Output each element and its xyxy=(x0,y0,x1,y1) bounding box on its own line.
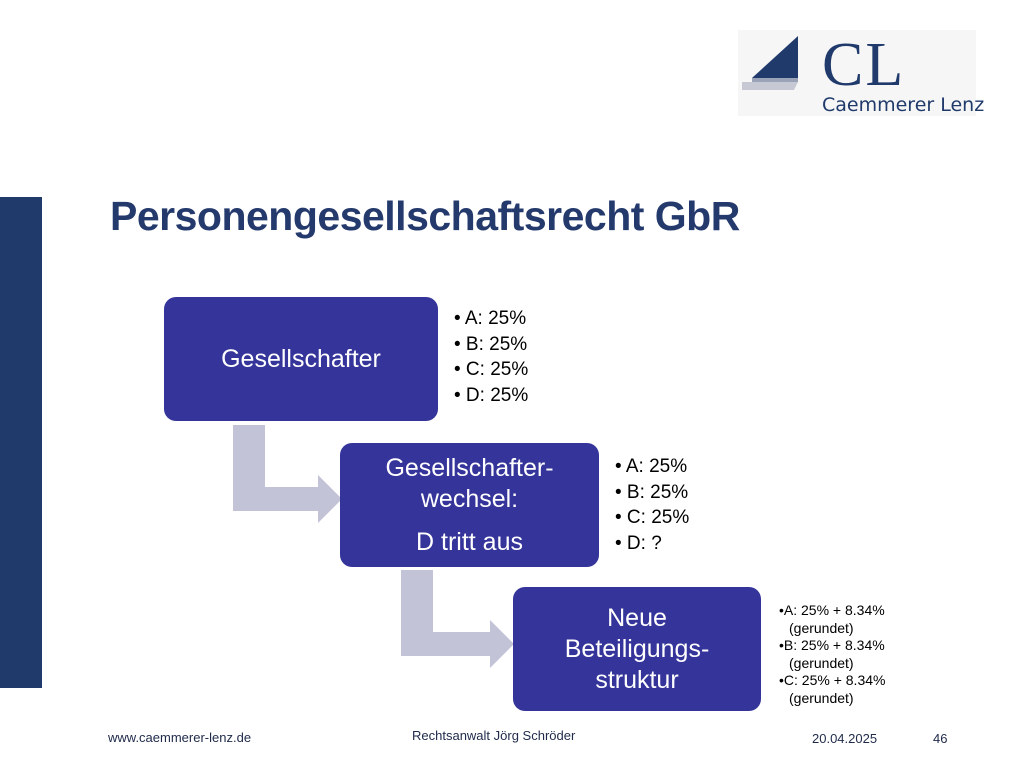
list-item-main: •C: 25% + 8.34% xyxy=(779,672,886,689)
box-gesellschafter: Gesellschafter xyxy=(164,297,438,421)
footer-page-number: 46 xyxy=(933,731,948,746)
list-item: •C: 25% + 8.34% (gerundet) xyxy=(779,672,885,707)
side-accent-bar xyxy=(0,197,42,688)
list-item: • A: 25% xyxy=(454,308,527,329)
footer-date: 20.04.2025 xyxy=(812,731,878,746)
logo-emblem xyxy=(742,36,798,90)
box-gesellschafterwechsel-line1: Gesellschafter- xyxy=(385,453,554,482)
footer-website: www.caemmerer-lenz.de xyxy=(108,730,252,745)
list-item-note: (gerundet) xyxy=(789,689,854,706)
box-gesellschafter-label: Gesellschafter xyxy=(221,344,381,373)
list-item-note: (gerundet) xyxy=(789,619,854,636)
arrow-2 xyxy=(401,570,514,668)
box-neue-beteiligungsstruktur: Neue Beteiligungs- struktur xyxy=(513,587,761,711)
share-list-new-structure: •A: 25% + 8.34% (gerundet) •B: 25% + 8.3… xyxy=(779,602,885,708)
list-item: • B: 25% xyxy=(454,333,528,355)
arrow-1 xyxy=(233,425,342,523)
list-item: • B: 25% xyxy=(615,481,689,503)
list-item: • C: 25% xyxy=(615,507,690,528)
logo-mark: CL xyxy=(822,31,906,99)
list-item: • D: ? xyxy=(615,532,662,554)
box-gesellschafterwechsel-line3: D tritt aus xyxy=(416,527,523,556)
list-item-note: (gerundet) xyxy=(789,654,854,671)
box-neue-beteiligungsstruktur-line1: Neue xyxy=(607,603,667,632)
box-gesellschafterwechsel: Gesellschafter- wechsel: D tritt aus xyxy=(340,443,599,567)
box-gesellschafterwechsel-line2: wechsel: xyxy=(420,484,519,513)
list-item: • A: 25% xyxy=(615,456,688,477)
box-neue-beteiligungsstruktur-line2: Beteiligungs- xyxy=(564,634,710,663)
list-item: •A: 25% + 8.34% (gerundet) xyxy=(779,602,885,637)
list-item-main: •B: 25% + 8.34% xyxy=(779,637,885,654)
list-item-main: •A: 25% + 8.34% xyxy=(779,602,885,618)
footer-author: Rechtsanwalt Jörg Schröder xyxy=(412,728,576,743)
company-logo xyxy=(738,30,976,116)
box-neue-beteiligungsstruktur-line3: struktur xyxy=(595,665,679,694)
share-list-after-exit: • A: 25% • B: 25% • C: 25% • D: ? xyxy=(615,454,689,556)
logo-name: Caemmerer Lenz xyxy=(822,94,985,116)
list-item: • D: 25% xyxy=(454,384,529,406)
slide-title: Personengesellschaftsrecht GbR xyxy=(110,193,740,239)
list-item: • C: 25% xyxy=(454,359,529,380)
list-item: •B: 25% + 8.34% (gerundet) xyxy=(779,637,885,672)
share-list-initial: • A: 25% • B: 25% • C: 25% • D: 25% xyxy=(454,306,528,408)
